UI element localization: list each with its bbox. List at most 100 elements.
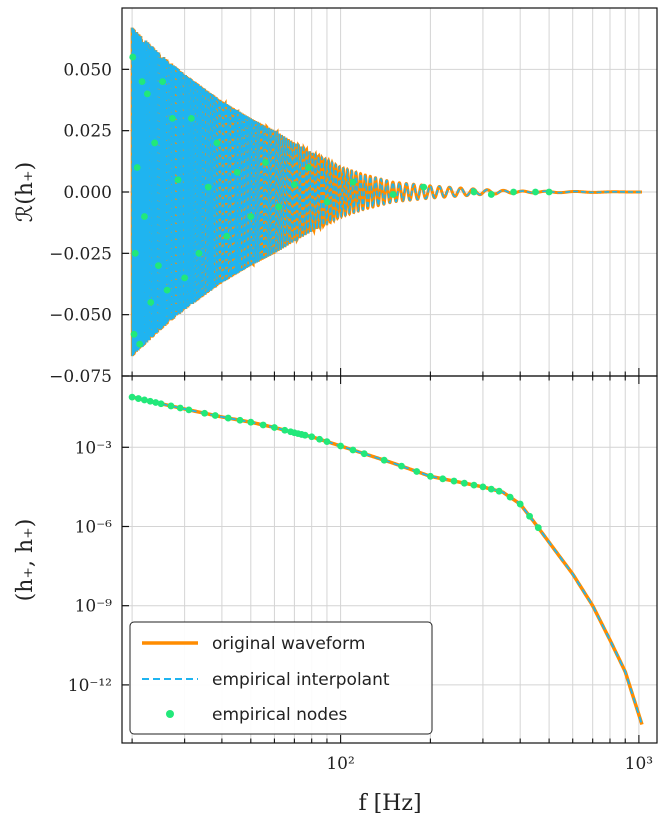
top-empirical-node bbox=[510, 188, 517, 196]
top-empirical-node bbox=[275, 203, 283, 211]
bottom-panel-ticks: 10⁻³ 10⁻⁶ 10⁻⁹ 10⁻¹² 10² 10³ bbox=[68, 376, 653, 774]
top-y-tick-label: −0.050 bbox=[49, 306, 112, 326]
top-empirical-node bbox=[141, 213, 148, 220]
top-empirical-node bbox=[204, 183, 212, 191]
top-y-tick-label: 0.000 bbox=[63, 183, 112, 203]
bottom-empirical-node bbox=[337, 442, 344, 450]
top-empirical-node bbox=[195, 249, 203, 257]
top-empirical-node bbox=[487, 191, 495, 198]
top-panel-ticks: 0.050 0.025 0.000 −0.025 −0.050 −0.075 bbox=[49, 60, 640, 387]
bottom-empirical-node bbox=[301, 431, 309, 439]
top-empirical-node bbox=[545, 188, 553, 196]
top-empirical-node bbox=[130, 330, 138, 338]
legend: original waveform empirical interpolant … bbox=[129, 621, 433, 735]
bottom-empirical-node bbox=[506, 493, 514, 501]
bottom-empirical-node bbox=[308, 433, 316, 441]
top-y-tick-label: −0.075 bbox=[49, 367, 112, 387]
bottom-empirical-node bbox=[259, 421, 267, 429]
top-empirical-node bbox=[389, 191, 397, 198]
top-empirical-node bbox=[133, 164, 141, 171]
bottom-empirical-node bbox=[176, 404, 184, 412]
top-empirical-node bbox=[323, 198, 331, 206]
bottom-empirical-node bbox=[439, 475, 447, 483]
bottom-empirical-node bbox=[201, 409, 208, 417]
bottom-empirical-node bbox=[470, 481, 478, 489]
bottom-x-tick-label: 10² bbox=[326, 754, 354, 774]
bottom-empirical-node bbox=[247, 418, 255, 426]
top-empirical-node bbox=[131, 249, 139, 257]
legend-label-interpolant: empirical interpolant bbox=[212, 670, 390, 690]
bottom-panel-plot bbox=[128, 393, 644, 726]
top-empirical-node bbox=[420, 183, 428, 191]
top-empirical-node bbox=[136, 340, 144, 348]
legend-label-nodes: empirical nodes bbox=[212, 705, 348, 725]
bottom-empirical-node bbox=[157, 400, 165, 408]
bottom-empirical-node bbox=[460, 479, 468, 487]
bottom-empirical-node bbox=[426, 472, 434, 480]
top-empirical-node bbox=[349, 178, 357, 186]
top-empirical-node bbox=[187, 115, 195, 122]
bottom-empirical-node bbox=[526, 512, 533, 520]
top-empirical-node bbox=[262, 159, 269, 166]
top-empirical-node bbox=[233, 168, 241, 176]
top-empirical-node bbox=[151, 139, 159, 147]
bottom-empirical-node bbox=[398, 462, 405, 470]
top-empirical-node bbox=[470, 188, 478, 196]
bottom-empirical-node bbox=[360, 450, 368, 458]
top-empirical-node bbox=[159, 78, 166, 85]
bottom-y-tick-label: 10⁻¹² bbox=[68, 676, 112, 696]
bottom-empirical-node bbox=[128, 393, 136, 401]
bottom-empirical-node bbox=[167, 402, 175, 410]
bottom-empirical-node bbox=[141, 396, 148, 404]
bottom-empirical-node bbox=[495, 487, 503, 495]
top-empirical-node bbox=[154, 262, 162, 269]
bottom-empirical-node bbox=[534, 524, 542, 532]
top-y-tick-label: 0.050 bbox=[63, 60, 112, 80]
top-empirical-node bbox=[305, 164, 312, 171]
legend-label-original: original waveform bbox=[212, 634, 365, 654]
bottom-empirical-node bbox=[516, 500, 524, 508]
bottom-empirical-node bbox=[224, 414, 232, 422]
top-y-axis-label: ℛ(h₊) bbox=[13, 162, 38, 223]
bottom-x-tick-label: 10³ bbox=[625, 754, 653, 774]
top-empirical-interpolant-line bbox=[131, 27, 642, 357]
bottom-empirical-node bbox=[487, 485, 495, 493]
bottom-empirical-node bbox=[349, 446, 357, 454]
bottom-empirical-node bbox=[380, 456, 388, 464]
bottom-y-tick-label: 10⁻⁹ bbox=[75, 597, 113, 617]
bottom-y-tick-label: 10⁻³ bbox=[75, 438, 112, 458]
x-axis-label: f [Hz] bbox=[358, 791, 421, 816]
top-empirical-node bbox=[169, 115, 176, 122]
top-empirical-node bbox=[129, 53, 137, 61]
top-empirical-node bbox=[532, 188, 539, 196]
top-empirical-node bbox=[163, 286, 171, 294]
top-empirical-node bbox=[247, 213, 255, 220]
bottom-empirical-node bbox=[185, 406, 193, 414]
top-empirical-node bbox=[223, 232, 231, 240]
top-empirical-node bbox=[290, 181, 298, 189]
top-empirical-node bbox=[147, 299, 155, 306]
bottom-y-axis-label: (h₊, h₊) bbox=[13, 519, 38, 602]
top-empirical-node bbox=[213, 139, 221, 147]
top-panel-plot bbox=[129, 27, 642, 357]
bottom-empirical-node bbox=[316, 435, 323, 443]
top-y-tick-label: −0.025 bbox=[49, 244, 112, 264]
bottom-empirical-node bbox=[236, 416, 244, 424]
top-empirical-node bbox=[174, 176, 182, 184]
bottom-empirical-node bbox=[211, 412, 219, 419]
bottom-empirical-node bbox=[152, 399, 160, 406]
bottom-empirical-node bbox=[413, 468, 421, 475]
top-empirical-node bbox=[181, 274, 189, 282]
bottom-y-tick-label: 10⁻⁶ bbox=[75, 517, 113, 537]
legend-box bbox=[129, 621, 433, 735]
bottom-empirical-node bbox=[271, 424, 278, 431]
top-empirical-node bbox=[138, 78, 146, 85]
bottom-empirical-node bbox=[135, 395, 142, 402]
bottom-empirical-node bbox=[323, 438, 331, 446]
legend-swatch-nodes bbox=[166, 710, 174, 718]
bottom-empirical-node bbox=[450, 477, 458, 485]
bottom-empirical-node bbox=[146, 397, 154, 405]
bottom-empirical-node bbox=[479, 483, 487, 491]
bottom-panel-frame bbox=[121, 375, 658, 744]
